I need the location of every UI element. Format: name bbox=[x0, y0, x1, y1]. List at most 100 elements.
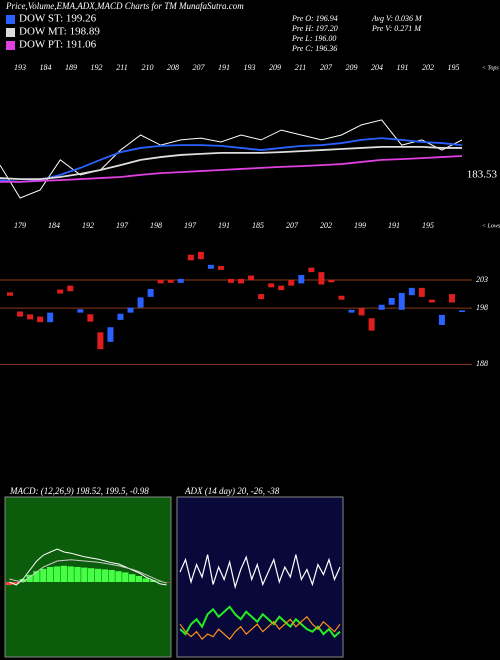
candle-body bbox=[57, 289, 64, 294]
candle-body bbox=[398, 292, 405, 310]
low-label: 202 bbox=[320, 221, 332, 230]
tops-label: < Tops bbox=[482, 65, 499, 71]
top-label: 207 bbox=[193, 63, 206, 72]
candle-body bbox=[388, 298, 395, 305]
top-label: 191 bbox=[218, 63, 230, 72]
top-label: 211 bbox=[116, 63, 127, 72]
macd-bar bbox=[94, 568, 102, 582]
low-label: 191 bbox=[218, 221, 230, 230]
candle-body bbox=[37, 316, 44, 323]
macd-bar bbox=[163, 582, 170, 583]
top-label: 192 bbox=[91, 63, 103, 72]
top-label: 193 bbox=[244, 63, 256, 72]
candle-body bbox=[27, 314, 34, 320]
y-tick-label: 183.53 bbox=[467, 169, 498, 181]
top-label: 189 bbox=[65, 63, 77, 72]
macd-bar bbox=[88, 568, 95, 582]
candle-body bbox=[147, 289, 154, 297]
low-label: 184 bbox=[48, 221, 60, 230]
stat: Pre C: 196.36 bbox=[291, 44, 337, 53]
candle-body bbox=[227, 278, 234, 283]
candle-body bbox=[318, 272, 325, 285]
top-label: 207 bbox=[320, 63, 333, 72]
macd-bar bbox=[142, 578, 149, 582]
candle-body bbox=[167, 280, 174, 283]
candle-body bbox=[97, 332, 104, 350]
candle-body bbox=[127, 307, 134, 313]
macd-bar bbox=[115, 571, 122, 582]
candle-body bbox=[217, 265, 224, 270]
legend-label: DOW PT: 191.06 bbox=[19, 39, 97, 51]
macd-bar bbox=[40, 568, 47, 582]
legend-swatch bbox=[6, 28, 15, 37]
candle-body bbox=[459, 310, 465, 313]
top-label: 184 bbox=[40, 63, 52, 72]
stat: Avg V: 0.036 M bbox=[371, 14, 423, 23]
stat: Pre V: 0.271 M bbox=[371, 24, 422, 33]
adx-line bbox=[179, 615, 341, 640]
macd-bar bbox=[53, 566, 61, 582]
adx-title: ADX (14 day) 20, -26, -38 bbox=[184, 486, 280, 496]
candle-body bbox=[268, 283, 275, 288]
candle-body bbox=[248, 275, 255, 280]
macd-bar bbox=[33, 571, 40, 582]
low-label: 199 bbox=[354, 221, 366, 230]
candle-body bbox=[338, 295, 345, 300]
candle-body bbox=[67, 285, 74, 292]
candle-body bbox=[47, 312, 54, 323]
candle-body bbox=[77, 309, 84, 313]
macd-title: MACD: (12,26,9) 198.52, 199.5, -0.98 bbox=[9, 486, 149, 496]
y-tick-label: 198 bbox=[476, 303, 488, 312]
page-title: Price,Volume,EMA,ADX,MACD Charts for TM … bbox=[5, 1, 244, 11]
candle-body bbox=[418, 287, 425, 297]
macd-bar bbox=[60, 565, 67, 582]
candle-body bbox=[107, 327, 114, 342]
macd-bar bbox=[135, 576, 143, 582]
macd-bar bbox=[108, 570, 115, 582]
candle-body bbox=[207, 264, 214, 269]
macd-bar bbox=[19, 579, 26, 582]
stat: Pre L: 196.00 bbox=[291, 34, 336, 43]
macd-bar bbox=[149, 580, 156, 582]
top-label: 209 bbox=[269, 63, 281, 72]
low-label: 195 bbox=[422, 221, 434, 230]
candle-body bbox=[368, 318, 375, 331]
candle-body bbox=[7, 292, 13, 296]
low-label: 179 bbox=[14, 221, 26, 230]
candle-body bbox=[278, 285, 285, 291]
adx-line bbox=[179, 605, 341, 639]
macd-bar bbox=[12, 582, 20, 584]
top-label: 193 bbox=[14, 63, 26, 72]
legend-swatch bbox=[6, 41, 15, 50]
low-label: 198 bbox=[150, 221, 162, 230]
candle-body bbox=[17, 311, 24, 317]
stat: Pre H: 197.20 bbox=[291, 24, 338, 33]
macd-bar bbox=[81, 567, 88, 582]
candle-body bbox=[187, 254, 194, 261]
low-label: 197 bbox=[116, 221, 129, 230]
macd-bar bbox=[156, 581, 163, 582]
legend-swatch bbox=[6, 15, 15, 24]
ema-line bbox=[0, 155, 463, 183]
top-label: 211 bbox=[295, 63, 306, 72]
candle-body bbox=[448, 294, 455, 303]
legend-label: DOW ST: 199.26 bbox=[19, 13, 97, 25]
macd-line bbox=[9, 548, 167, 586]
low-label: 207 bbox=[286, 221, 299, 230]
candle-body bbox=[428, 299, 435, 303]
candle-body bbox=[177, 278, 184, 283]
top-label: 209 bbox=[346, 63, 358, 72]
macd-bar bbox=[67, 566, 74, 582]
adx-line bbox=[179, 554, 341, 590]
candle-body bbox=[137, 297, 144, 308]
y-tick-label: 203 bbox=[476, 275, 488, 284]
macd-bar bbox=[101, 569, 108, 582]
candle-body bbox=[258, 294, 265, 300]
candle-body bbox=[117, 313, 124, 320]
candle-body bbox=[378, 304, 385, 310]
candle-body bbox=[238, 278, 245, 284]
y-tick-label: 188 bbox=[476, 359, 488, 368]
macd-bar bbox=[129, 574, 136, 582]
legend-label: DOW MT: 198.89 bbox=[19, 26, 100, 38]
